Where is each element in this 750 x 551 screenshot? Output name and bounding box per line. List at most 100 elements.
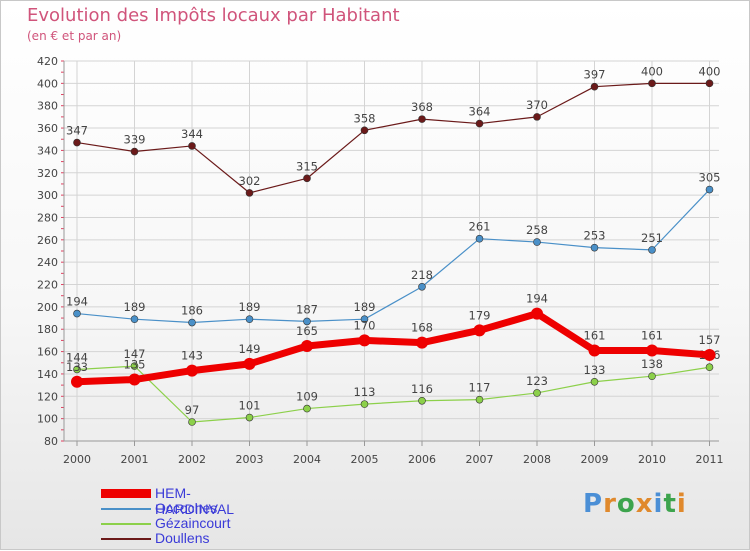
legend-label: Gézaincourt xyxy=(155,515,231,531)
data-label: 144 xyxy=(66,350,88,364)
data-label: 347 xyxy=(66,124,88,138)
data-label: 305 xyxy=(699,171,721,185)
series-line-occoches xyxy=(76,188,711,324)
x-tick-label: 2005 xyxy=(351,453,379,466)
data-point xyxy=(416,336,428,349)
data-label: 138 xyxy=(641,357,663,371)
data-label: 187 xyxy=(296,302,318,316)
data-label: 189 xyxy=(239,300,261,314)
y-tick-label: 160 xyxy=(37,346,58,359)
data-label: 133 xyxy=(584,363,606,377)
x-tick-label: 2002 xyxy=(178,453,206,466)
data-label: 251 xyxy=(641,231,663,245)
x-tick-label: 2009 xyxy=(581,453,609,466)
data-label: 170 xyxy=(354,318,376,332)
data-point xyxy=(188,318,196,327)
data-label: 113 xyxy=(354,385,376,399)
data-label: 358 xyxy=(354,111,376,125)
data-point xyxy=(243,357,256,370)
y-tick-label: 260 xyxy=(37,234,58,247)
data-label: 161 xyxy=(584,328,606,342)
y-tick-label: 340 xyxy=(37,144,58,157)
data-point xyxy=(186,364,198,377)
y-tick-label: 80 xyxy=(44,435,58,448)
data-label: 135 xyxy=(124,358,146,372)
data-point xyxy=(590,243,599,252)
data-label: 157 xyxy=(699,333,721,347)
data-point xyxy=(358,334,371,347)
data-point xyxy=(188,418,196,426)
x-tick-label: 2004 xyxy=(293,453,321,466)
y-tick-label: 200 xyxy=(37,301,58,314)
x-tick-label: 2003 xyxy=(236,453,264,466)
data-point xyxy=(73,365,81,374)
data-point xyxy=(590,377,599,386)
y-tick-label: 360 xyxy=(37,122,58,135)
data-point xyxy=(475,119,484,128)
data-label: 149 xyxy=(239,342,261,356)
data-point xyxy=(418,282,426,291)
data-point xyxy=(188,142,196,150)
y-tick-label: 400 xyxy=(37,77,58,90)
y-tick-label: 180 xyxy=(37,323,58,336)
data-point xyxy=(648,372,656,380)
data-point xyxy=(73,138,81,147)
data-label: 179 xyxy=(469,308,491,322)
series-line-doullens xyxy=(76,82,711,194)
data-point xyxy=(418,396,426,405)
proxiti-logo: Proxiti xyxy=(583,489,687,519)
x-tick-label: 2006 xyxy=(408,453,436,466)
data-label: 344 xyxy=(181,127,203,141)
data-point xyxy=(588,344,601,357)
data-point xyxy=(531,307,543,320)
data-point xyxy=(418,115,426,123)
data-point xyxy=(475,234,484,243)
x-tick-label: 2008 xyxy=(523,453,551,466)
data-point xyxy=(360,400,369,408)
data-point xyxy=(705,185,714,194)
x-tick-label: 2007 xyxy=(466,453,494,466)
data-point xyxy=(130,147,139,156)
data-label: 109 xyxy=(296,390,318,404)
data-label: 261 xyxy=(469,220,491,234)
y-tick-label: 300 xyxy=(37,189,58,202)
data-point xyxy=(475,395,484,404)
data-label: 400 xyxy=(699,64,721,78)
chart-subtitle: (en € et par an) xyxy=(27,29,122,43)
plot-area xyxy=(64,61,719,441)
y-tick-label: 420 xyxy=(37,55,58,68)
data-point xyxy=(648,246,656,254)
data-label: 116 xyxy=(411,382,433,396)
chart-title: Evolution des Impôts locaux par Habitant xyxy=(27,5,400,26)
data-label: 189 xyxy=(124,300,146,314)
data-point xyxy=(705,79,714,88)
data-label: 165 xyxy=(296,324,318,338)
data-point xyxy=(303,404,311,413)
data-label: 258 xyxy=(526,223,548,237)
data-label: 302 xyxy=(239,174,261,188)
y-tick-label: 380 xyxy=(37,100,58,113)
data-label: 194 xyxy=(526,292,548,306)
data-point xyxy=(71,375,83,388)
legend-swatch xyxy=(101,508,151,510)
data-point xyxy=(128,373,141,386)
data-label: 97 xyxy=(185,403,200,417)
y-tick-label: 120 xyxy=(37,390,58,403)
y-tick-label: 240 xyxy=(37,256,58,269)
data-label: 161 xyxy=(641,328,663,342)
data-point xyxy=(703,348,716,361)
x-tick-label: 2000 xyxy=(63,453,91,466)
x-tick-label: 2001 xyxy=(121,453,149,466)
x-tick-label: 2011 xyxy=(696,453,724,466)
data-label: 364 xyxy=(469,105,491,119)
legend-label: Doullens xyxy=(155,530,210,546)
data-label: 186 xyxy=(181,304,203,318)
data-label: 117 xyxy=(469,381,491,395)
data-point xyxy=(360,126,369,135)
series-line-hem-hardinval xyxy=(73,310,713,386)
data-label: 368 xyxy=(411,100,433,114)
legend-label: HEM-HARDINVAL xyxy=(155,485,235,517)
data-label: 400 xyxy=(641,64,663,78)
y-tick-label: 320 xyxy=(37,167,58,180)
data-label: 168 xyxy=(411,321,433,335)
